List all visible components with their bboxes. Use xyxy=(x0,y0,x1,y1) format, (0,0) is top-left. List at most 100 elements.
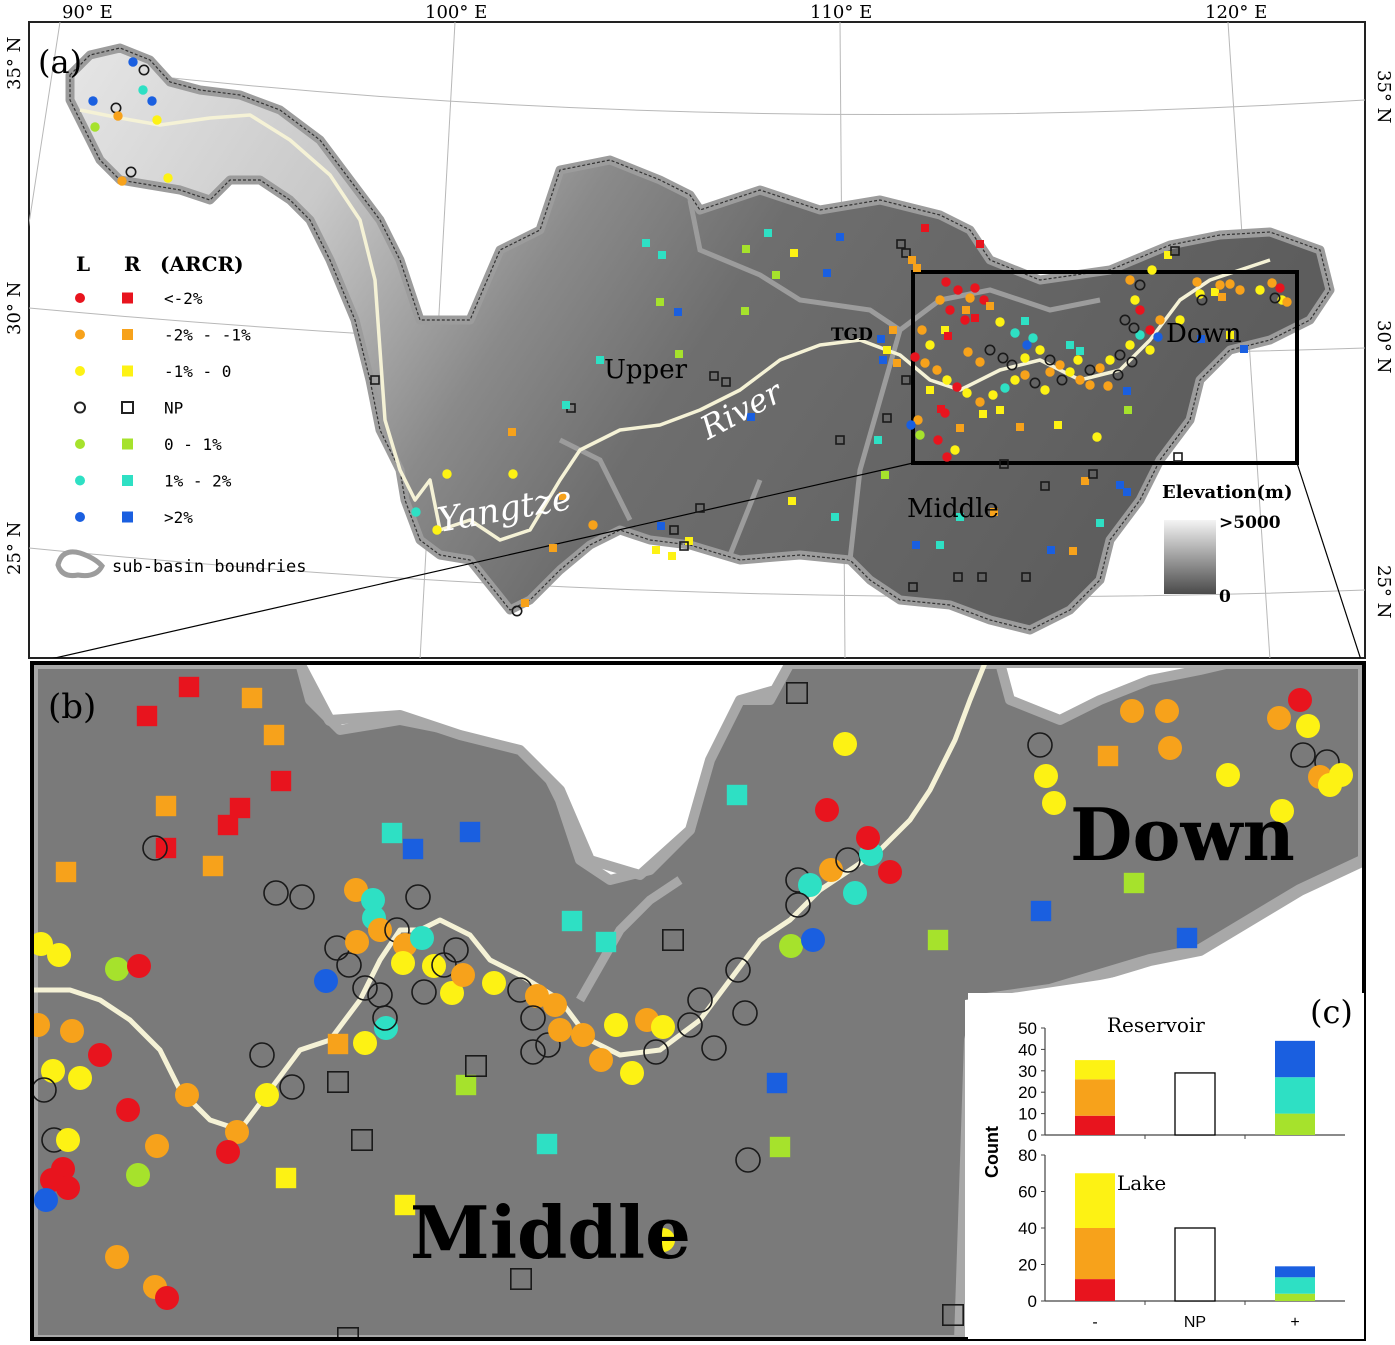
lake-marker xyxy=(216,1140,240,1164)
lake-marker xyxy=(155,1286,179,1310)
lake-marker xyxy=(1126,356,1138,368)
lake-marker xyxy=(1044,354,1056,366)
lake-marker xyxy=(105,957,129,981)
lake-marker xyxy=(1092,432,1102,442)
lake-marker xyxy=(68,1066,92,1090)
lake-marker xyxy=(988,390,998,400)
reservoir-marker xyxy=(1170,246,1180,256)
lake-marker xyxy=(950,445,960,455)
lake-marker xyxy=(1065,367,1075,377)
reservoir-marker xyxy=(881,471,889,479)
legend-label-5: 1% - 2% xyxy=(164,472,232,491)
legend-label-1: -2% - -1% xyxy=(164,326,251,345)
reservoir-marker xyxy=(941,1304,964,1327)
lake-marker xyxy=(1000,383,1010,393)
lake-marker xyxy=(525,984,549,1008)
bar-segment---1 xyxy=(1075,1079,1115,1116)
reservoir-marker xyxy=(883,346,891,354)
reservoir-marker xyxy=(913,264,921,272)
lake-marker xyxy=(163,173,173,183)
lake-marker xyxy=(225,1120,249,1144)
y-tick-label: 10 xyxy=(1018,1105,1037,1124)
lake-marker xyxy=(443,937,469,963)
reservoir-marker xyxy=(459,821,481,843)
reservoir-marker xyxy=(747,413,755,421)
reservoir-marker xyxy=(1173,452,1183,462)
lake-marker xyxy=(1042,791,1066,815)
reservoir-marker xyxy=(536,1133,558,1155)
lake-marker xyxy=(995,317,1005,327)
lake-marker xyxy=(687,987,713,1013)
reservoir-marker xyxy=(1116,481,1124,489)
reservoir-marker xyxy=(661,928,684,951)
lake-marker xyxy=(1010,375,1020,385)
lake-marker xyxy=(1029,377,1041,389)
lake-marker xyxy=(88,1043,112,1067)
lake-marker xyxy=(127,954,151,978)
reservoir-marker xyxy=(956,424,964,432)
lake-marker xyxy=(1125,275,1135,285)
chart-title: Lake xyxy=(1117,1171,1166,1195)
lake-marker xyxy=(1270,799,1294,823)
reservoir-marker xyxy=(879,356,887,364)
lake-marker xyxy=(1282,297,1292,307)
reservoir-marker xyxy=(785,681,808,704)
lake-marker xyxy=(942,452,952,462)
reservoir-marker xyxy=(764,229,772,237)
lake-marker xyxy=(47,943,71,967)
lake-marker xyxy=(520,1005,546,1031)
lon-label-110: 110° E xyxy=(810,2,872,23)
reservoir-marker xyxy=(695,503,705,513)
y-tick-label: 30 xyxy=(1018,1062,1037,1081)
lake-marker xyxy=(1147,265,1157,275)
reservoir-marker xyxy=(229,797,251,819)
bar-segment---0 xyxy=(1075,1279,1115,1301)
reservoir-marker xyxy=(1040,481,1050,491)
lake-marker xyxy=(32,1077,57,1103)
reservoir-marker xyxy=(327,1033,349,1055)
reservoir-marker xyxy=(721,377,731,387)
panel-b-region-middle: Middle xyxy=(410,1190,691,1275)
reservoir-marker xyxy=(996,406,1004,414)
reservoir-marker xyxy=(508,428,516,436)
lake-marker xyxy=(620,1061,644,1085)
lake-marker xyxy=(651,1228,675,1252)
reservoir-marker xyxy=(455,1074,477,1096)
legend-lake-symbol-0 xyxy=(75,293,85,303)
lake-marker xyxy=(1216,763,1240,787)
panel-b-region-down: Down xyxy=(1070,792,1295,877)
lake-marker xyxy=(263,880,289,906)
lake-marker xyxy=(126,1163,150,1187)
lake-marker xyxy=(1056,374,1068,386)
reservoir-marker xyxy=(769,1136,791,1158)
lake-marker xyxy=(391,951,415,975)
reservoir-marker xyxy=(941,326,949,334)
lake-marker xyxy=(1225,279,1235,289)
reservoir-marker xyxy=(326,1071,349,1094)
reservoir-marker xyxy=(1069,547,1077,555)
lake-marker xyxy=(34,1188,58,1212)
reservoir-marker xyxy=(831,513,839,521)
lake-marker xyxy=(701,1035,727,1061)
reservoir-marker xyxy=(55,861,77,883)
reservoir-marker xyxy=(889,326,897,334)
reservoir-marker xyxy=(971,314,979,322)
legend-reservoir-symbol-3 xyxy=(121,401,134,414)
lake-marker xyxy=(651,1015,675,1039)
reservoir-marker xyxy=(956,513,964,521)
lake-marker xyxy=(588,520,598,530)
lake-marker xyxy=(815,798,839,822)
reservoir-marker xyxy=(275,1167,297,1189)
lake-marker xyxy=(1020,353,1030,363)
reservoir-marker xyxy=(559,492,567,500)
lake-marker xyxy=(1028,333,1038,343)
y-tick-label: 60 xyxy=(1018,1183,1037,1202)
lake-marker xyxy=(138,85,148,95)
tgd-label: TGD xyxy=(831,325,873,345)
lake-marker xyxy=(1103,381,1113,391)
lat-left-25: 25° N xyxy=(4,522,25,575)
lake-marker xyxy=(975,357,985,367)
x-tick-label: - xyxy=(1092,1314,1097,1331)
panel-a-label: (a) xyxy=(38,43,82,81)
